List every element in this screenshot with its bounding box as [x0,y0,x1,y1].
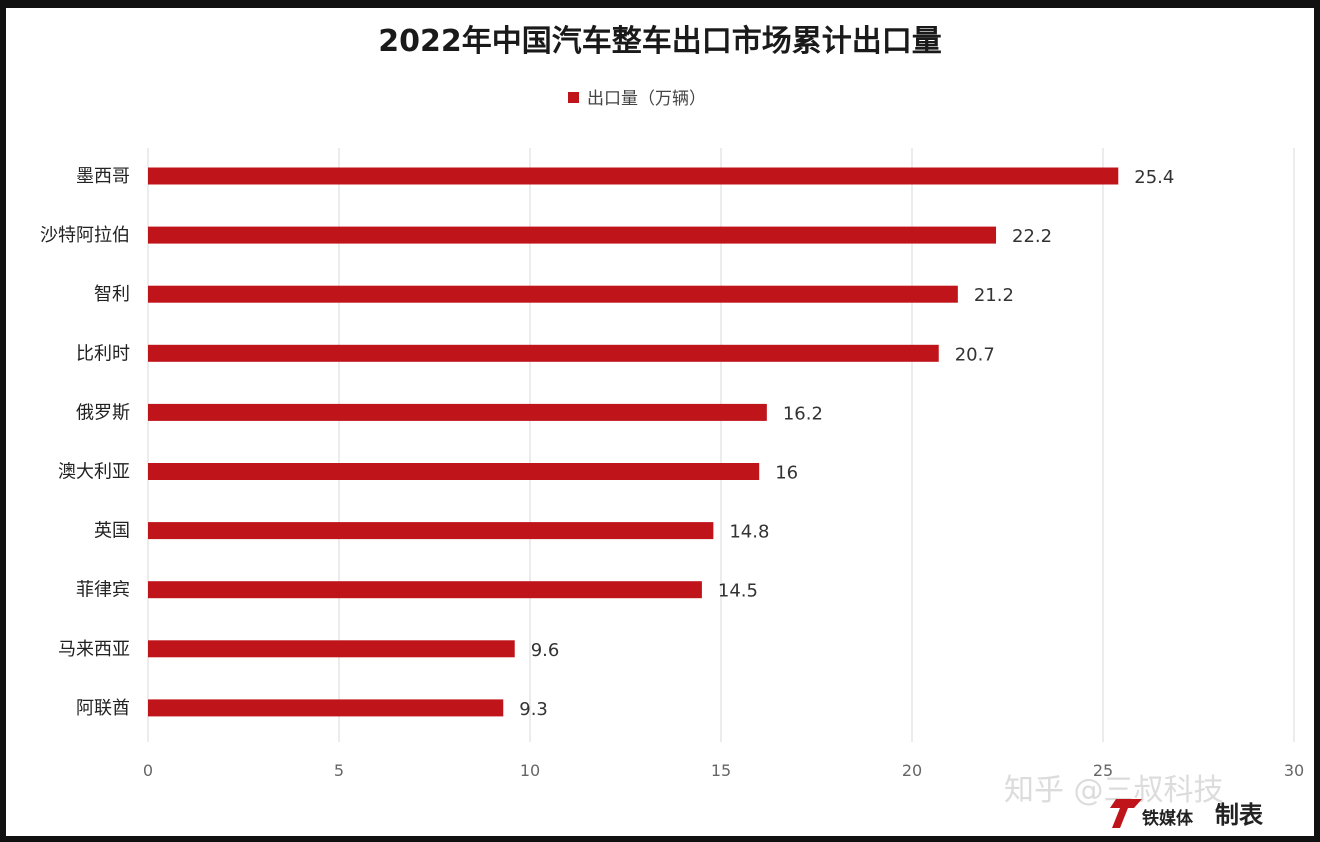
bar-chart: 2022年中国汽车整车出口市场累计出口量 出口量（万辆） 墨西哥沙特阿拉伯智利比… [40,24,1304,829]
watermark-text: 知乎 @三叔科技 [1004,773,1224,808]
x-tick-label: 15 [711,761,731,780]
x-axis-ticks: 0 5 10 15 20 25 30 [143,761,1304,780]
category-label: 菲律宾 [76,580,130,601]
category-label: 俄罗斯 [76,402,130,423]
bar-英国 [148,522,714,540]
chart-panel: 2022年中国汽车整车出口市场累计出口量 出口量（万辆） 墨西哥沙特阿拉伯智利比… [6,8,1314,836]
legend: 出口量（万辆） [568,89,706,109]
bar-阿联酋 [148,699,504,717]
bar-马来西亚 [148,640,515,658]
brand-mark: 铁媒体 制表 [1110,799,1264,829]
chart-title: 2022年中国汽车整车出口市场累计出口量 [378,24,942,59]
value-label: 25.4 [1134,167,1174,188]
category-label: 阿联酋 [76,698,130,719]
category-label: 墨西哥 [76,166,130,187]
legend-swatch [568,92,579,103]
x-tick-label: 5 [334,761,344,780]
x-tick-label: 25 [1093,761,1113,780]
value-label: 16 [775,463,798,484]
value-label: 9.3 [519,699,548,720]
value-label: 20.7 [955,344,995,365]
value-label: 21.2 [974,285,1014,306]
category-label: 比利时 [76,343,130,364]
value-label: 9.6 [531,640,560,661]
bar-俄罗斯 [148,403,767,421]
bars [148,167,1119,717]
x-tick-label: 20 [902,761,922,780]
grid [147,148,1295,742]
bar-比利时 [148,344,939,362]
bar-智利 [148,285,958,303]
legend-label: 出口量（万辆） [587,89,706,109]
brand-logo-icon: 铁媒体 [1110,799,1194,829]
bar-菲律宾 [148,581,702,599]
x-tick-label: 10 [520,761,540,780]
category-label: 智利 [94,284,130,305]
value-label: 16.2 [783,403,823,424]
bar-澳大利亚 [148,463,760,480]
category-label: 澳大利亚 [58,462,130,483]
value-label: 14.5 [718,581,758,602]
value-label: 14.8 [729,522,769,543]
brand-logo-text: 铁媒体 [1142,808,1194,829]
bar-墨西哥 [148,167,1119,185]
category-label: 马来西亚 [58,639,130,660]
category-label: 沙特阿拉伯 [40,225,130,246]
x-tick-label: 30 [1284,761,1304,780]
category-label: 英国 [94,521,130,542]
brand-suffix: 制表 [1215,801,1264,829]
bar-沙特阿拉伯 [148,226,997,244]
value-labels: 25.4 22.2 21.2 20.7 16.2 16 14.8 14.5 9.6 9.3 [519,167,1174,720]
value-label: 22.2 [1012,226,1052,247]
x-tick-label: 0 [143,761,153,780]
